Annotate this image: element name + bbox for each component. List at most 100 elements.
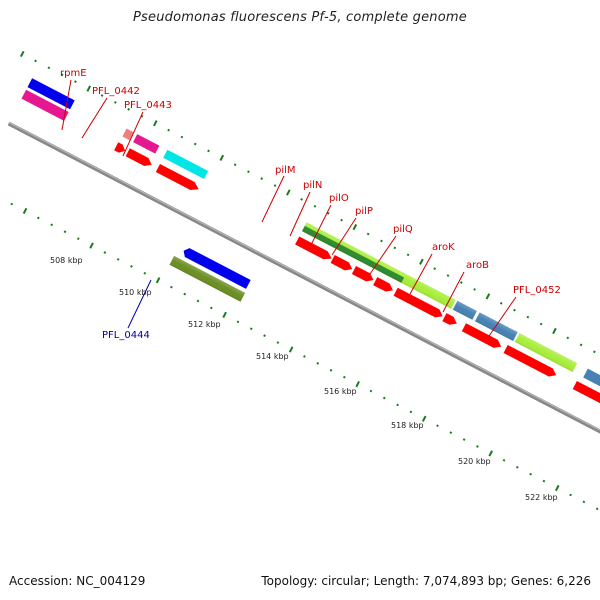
tick-label: 522 kbp	[525, 493, 558, 502]
major-tick	[554, 484, 560, 492]
minor-tick	[207, 149, 210, 153]
minor-tick	[130, 265, 133, 268]
minor-tick	[382, 396, 386, 400]
minor-tick	[74, 80, 77, 83]
tick-label: 516 kbp	[324, 387, 357, 396]
minor-tick	[513, 308, 516, 312]
cds-arrow	[295, 236, 332, 260]
minor-tick	[369, 389, 373, 393]
minor-tick	[340, 218, 343, 222]
minor-tick	[303, 355, 306, 358]
minor-tick	[209, 306, 213, 310]
major-tick	[155, 277, 161, 284]
minor-tick	[116, 258, 120, 261]
outer-tick-track	[19, 50, 596, 354]
label-aroB: aroB	[466, 260, 489, 271]
major-tick	[89, 242, 94, 249]
minor-tick	[449, 431, 453, 434]
minor-tick	[196, 299, 200, 303]
minor-tick	[103, 251, 107, 254]
cds-row	[114, 142, 600, 430]
footer-accession: Accession: NC_004129	[9, 574, 146, 588]
minor-tick	[180, 135, 184, 139]
minor-tick	[476, 445, 479, 448]
minor-tick	[499, 301, 503, 305]
major-tick	[352, 223, 358, 231]
map-title: Pseudomonas fluorescens Pf-5, complete g…	[133, 10, 467, 25]
tick-label: 520 kbp	[458, 457, 491, 466]
label-pilQ: pilQ	[393, 224, 413, 235]
minor-tick	[579, 343, 583, 347]
minor-tick	[409, 410, 413, 414]
minor-tick	[47, 66, 51, 70]
cds-arrow	[373, 277, 393, 292]
minor-tick	[433, 267, 437, 271]
cds-arrow	[503, 344, 557, 377]
label-pfl0444: PFL_0444	[102, 330, 150, 341]
cds-arrow	[330, 254, 353, 271]
major-tick	[219, 154, 225, 161]
label-rpmE: rpmE	[60, 68, 87, 79]
inner-tick-track	[10, 202, 599, 511]
label-pilO: pilO	[329, 193, 349, 204]
minor-tick	[36, 216, 40, 220]
footer-stats: Topology: circular; Length: 7,074,893 bp…	[261, 574, 591, 588]
major-tick	[286, 189, 291, 196]
minor-tick	[276, 341, 280, 344]
label-pfl0442: PFL_0442	[92, 86, 140, 97]
gene-pfl0444-blue	[183, 248, 251, 289]
major-tick	[488, 450, 493, 457]
minor-tick	[343, 375, 346, 379]
major-tick	[22, 207, 28, 215]
tick-label: 510 kbp	[119, 288, 152, 297]
minor-tick	[260, 177, 264, 180]
minor-tick	[393, 246, 397, 250]
minor-tick	[273, 184, 277, 187]
minor-tick	[366, 232, 370, 236]
minor-tick	[249, 327, 253, 331]
label-pilN: pilN	[303, 180, 322, 191]
cds-arrow	[572, 381, 600, 430]
minor-tick	[50, 223, 53, 227]
tick-label: 512 kbp	[188, 320, 221, 329]
major-tick	[153, 120, 158, 127]
minor-tick	[462, 438, 466, 441]
label-pfl0452: PFL_0452	[513, 285, 561, 296]
gene-rpmE-shadow	[122, 128, 134, 141]
minor-tick	[329, 368, 333, 372]
minor-tick	[316, 362, 320, 365]
minor-tick	[459, 281, 463, 284]
cds-arrow	[351, 266, 374, 282]
minor-tick	[582, 500, 586, 504]
cds-arrow	[114, 142, 126, 153]
gene-pfl0443	[163, 149, 209, 180]
major-tick	[485, 293, 491, 300]
label-aroK: aroK	[432, 242, 455, 253]
cds-arrow	[393, 287, 443, 318]
minor-tick	[593, 350, 596, 354]
major-tick	[19, 50, 25, 58]
minor-tick	[446, 274, 450, 277]
minor-tick	[515, 465, 519, 469]
minor-tick	[76, 237, 80, 241]
minor-tick	[233, 163, 237, 167]
minor-tick	[502, 458, 506, 462]
cds-arrow	[442, 313, 457, 325]
minor-tick	[542, 479, 546, 483]
tick-label: 514 kbp	[256, 352, 289, 361]
minor-tick	[406, 253, 410, 257]
minor-tick	[193, 142, 197, 146]
cds-arrow	[125, 148, 152, 166]
minor-tick	[143, 271, 147, 275]
label-pfl0443: PFL_0443	[124, 100, 172, 111]
backbone-line	[7, 121, 600, 449]
major-tick	[288, 346, 294, 353]
minor-tick	[167, 128, 170, 132]
major-tick	[355, 381, 360, 388]
minor-tick	[100, 94, 104, 97]
minor-tick	[526, 315, 530, 319]
major-tick	[419, 258, 424, 265]
minor-tick	[236, 320, 240, 324]
minor-tick	[539, 322, 543, 326]
